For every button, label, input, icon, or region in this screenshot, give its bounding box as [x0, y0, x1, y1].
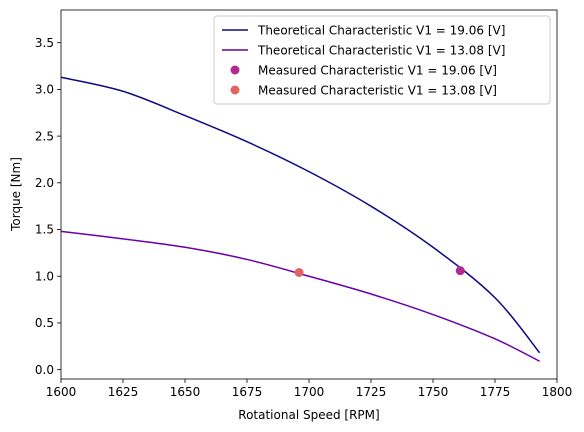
- x-tick-label-1700: 1700: [294, 385, 325, 399]
- x-tick-label-1625: 1625: [108, 385, 139, 399]
- x-tick-label-1775: 1775: [480, 385, 511, 399]
- x-tick-label-1725: 1725: [356, 385, 387, 399]
- x-tick-label-1750: 1750: [418, 385, 449, 399]
- plot-area: [60, 76, 541, 362]
- legend-label-1: Theoretical Characteristic V1 = 19.06 [V…: [257, 23, 505, 37]
- legend-label-2: Theoretical Characteristic V1 = 13.08 [V…: [257, 43, 505, 57]
- legend-label-3: Measured Characteristic V1 = 19.06 [V]: [258, 63, 497, 77]
- legend-label-4: Measured Characteristic V1 = 13.08 [V]: [258, 83, 497, 97]
- series-line-1: [60, 76, 541, 354]
- y-tick-label-5: 2.5: [35, 129, 54, 143]
- y-tick-label-0: 0.0: [35, 363, 54, 377]
- y-tick-label-1: 0.5: [35, 316, 54, 330]
- legend-box: [213, 15, 551, 105]
- x-axis-label: Rotational Speed [RPM]: [238, 408, 379, 422]
- series-point-3-1: [455, 266, 465, 276]
- y-axis-label: Torque [Nm]: [9, 157, 23, 232]
- legend-swatch-4: [230, 85, 240, 95]
- x-tick-label-1675: 1675: [232, 385, 263, 399]
- y-tick-label-6: 3.0: [35, 83, 54, 97]
- y-tick-label-3: 1.5: [35, 223, 54, 237]
- series-point-4-1: [294, 268, 304, 278]
- legend-swatch-3: [230, 65, 240, 75]
- x-tick-label-1600: 1600: [46, 385, 77, 399]
- legend: Theoretical Characteristic V1 = 19.06 [V…: [213, 15, 551, 105]
- series-line-2: [60, 230, 540, 362]
- x-tick-label-1650: 1650: [170, 385, 201, 399]
- axes: 1600 1625 1650 1675 1700 1725 1750 1775 1800 0.0 0…: [35, 9, 573, 399]
- y-tick-label-7: 3.5: [35, 36, 54, 50]
- x-tick-label-1800: 1800: [542, 385, 573, 399]
- y-tick-label-2: 1.0: [35, 269, 54, 283]
- y-tick-label-4: 2.0: [35, 176, 54, 190]
